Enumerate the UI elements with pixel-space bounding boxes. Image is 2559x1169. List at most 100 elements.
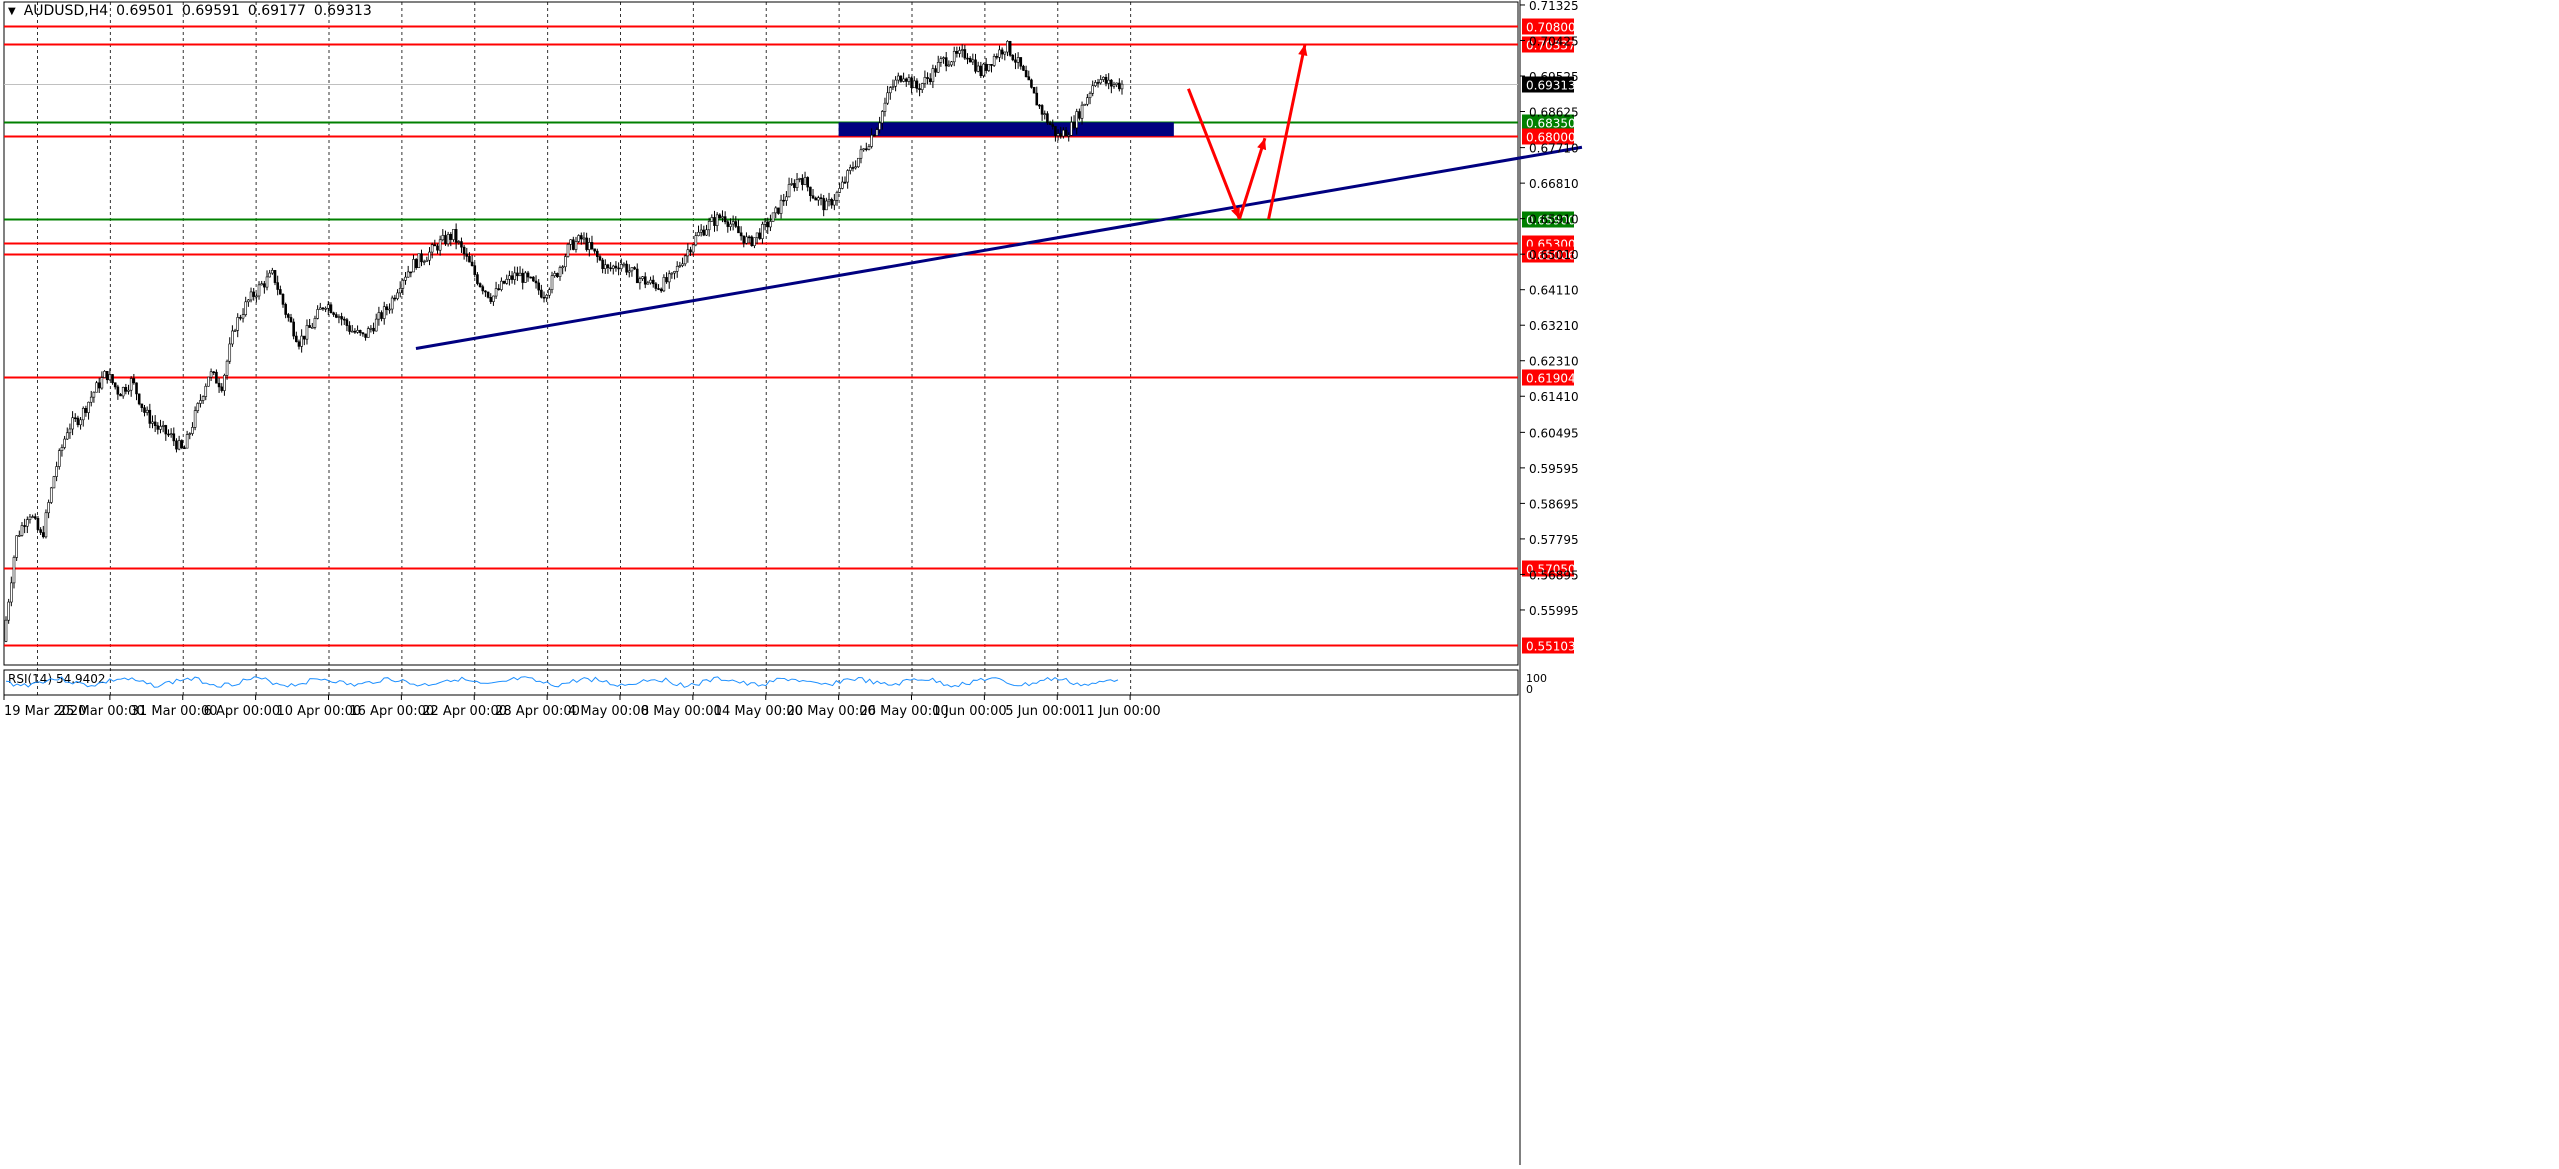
candle-body: [148, 409, 152, 424]
candle-body: [366, 328, 370, 338]
candle-body: [718, 214, 722, 219]
candle-body: [1006, 41, 1009, 53]
candle-body: [540, 289, 543, 298]
candle-body: [649, 279, 652, 284]
candle-body: [896, 75, 900, 81]
candle-body: [145, 409, 149, 413]
candle-body: [795, 179, 799, 188]
candle-body: [263, 283, 266, 288]
candle-body: [793, 183, 796, 188]
candle-body: [340, 316, 343, 320]
candle-body: [87, 401, 90, 413]
candle-body: [425, 259, 429, 262]
time-tick-label: 4 May 00:00: [568, 704, 649, 719]
candle-body: [526, 272, 530, 278]
candle-body: [97, 382, 101, 389]
candle-body: [372, 327, 375, 332]
candle-body: [417, 253, 421, 269]
candle-body: [577, 235, 580, 242]
projection-arrow-1: [1187, 88, 1241, 220]
candle-body: [1048, 122, 1052, 125]
candle-body: [44, 512, 48, 538]
candle-body: [910, 77, 913, 89]
price-tag-label: 0.55103: [1526, 640, 1576, 654]
candle-body: [1059, 133, 1063, 137]
candle-body: [742, 235, 746, 244]
candle-body: [175, 440, 178, 450]
candle-body: [572, 239, 575, 250]
candle-body: [81, 408, 85, 421]
candle-body: [777, 207, 780, 214]
high-value: 0.69591: [182, 3, 240, 19]
candle-body: [939, 58, 943, 63]
candle-body: [1027, 76, 1031, 81]
price-tag: [1522, 637, 1574, 654]
candle-body: [364, 333, 367, 338]
candle-body: [817, 197, 820, 201]
candle-body: [952, 51, 956, 63]
candle-body: [1038, 104, 1041, 107]
candle-body: [481, 286, 485, 292]
chevron-down-icon[interactable]: ▼: [8, 5, 16, 17]
current-price-tag: [1522, 76, 1574, 93]
candle-body: [782, 199, 786, 202]
candle-body: [1072, 121, 1076, 129]
rsi-scale-bottom: 0: [1526, 683, 1533, 696]
candle-body: [492, 295, 495, 302]
candle-body: [667, 273, 671, 283]
price-tick-label: 0.71325: [1529, 0, 1579, 13]
candle-body: [971, 59, 975, 63]
candle-body: [57, 450, 61, 467]
candle-body: [342, 318, 346, 321]
candle-body: [726, 221, 730, 227]
candle-body: [705, 229, 708, 236]
candle-body: [212, 371, 216, 374]
candle-body: [374, 318, 378, 332]
candle-body: [947, 64, 951, 67]
candle-body: [857, 157, 860, 168]
candle-body: [1104, 76, 1108, 84]
candle-body: [457, 241, 461, 243]
candle-body: [550, 275, 554, 290]
grid-lines: [37, 2, 1132, 695]
price-tick-label: 0.58695: [1529, 497, 1579, 511]
candle-body: [127, 389, 130, 392]
candle-body: [1016, 57, 1020, 63]
candle-body: [257, 284, 261, 297]
candle-body: [1000, 49, 1004, 55]
low-value: 0.69177: [247, 3, 306, 19]
candle-body: [803, 177, 807, 185]
candle-body: [998, 49, 1001, 58]
time-tick-label: 31 Mar 00:00: [131, 704, 218, 719]
candle-body: [835, 192, 839, 201]
candle-body: [542, 296, 546, 299]
candle-body: [132, 378, 136, 384]
candle-body: [883, 102, 887, 112]
candle-body: [841, 181, 844, 189]
candle-body: [321, 307, 325, 310]
candle-body: [239, 317, 242, 319]
candle-body: [1120, 83, 1124, 90]
candle-body: [758, 232, 762, 239]
candle-body: [217, 382, 221, 388]
candle-body: [745, 236, 748, 244]
price-tick-label: 0.69525: [1529, 70, 1579, 84]
candle-body: [588, 242, 591, 250]
rsi-label: RSI(14) 54.9402: [8, 672, 106, 686]
demand-zone-rect: [838, 122, 1174, 137]
candle-body: [516, 272, 519, 277]
candle-body: [318, 307, 322, 310]
candle-body: [105, 371, 109, 381]
candle-body: [129, 378, 133, 391]
candle-body: [739, 232, 743, 237]
candle-body: [702, 229, 706, 236]
time-tick-label: 14 May 00:00: [714, 704, 803, 719]
price-tick-label: 0.64110: [1529, 284, 1579, 298]
price-tick-label: 0.66810: [1529, 177, 1579, 191]
candle-body: [1088, 92, 1092, 99]
candlesticks: [4, 40, 1124, 643]
candle-body: [452, 229, 455, 240]
candle-body: [177, 440, 181, 450]
